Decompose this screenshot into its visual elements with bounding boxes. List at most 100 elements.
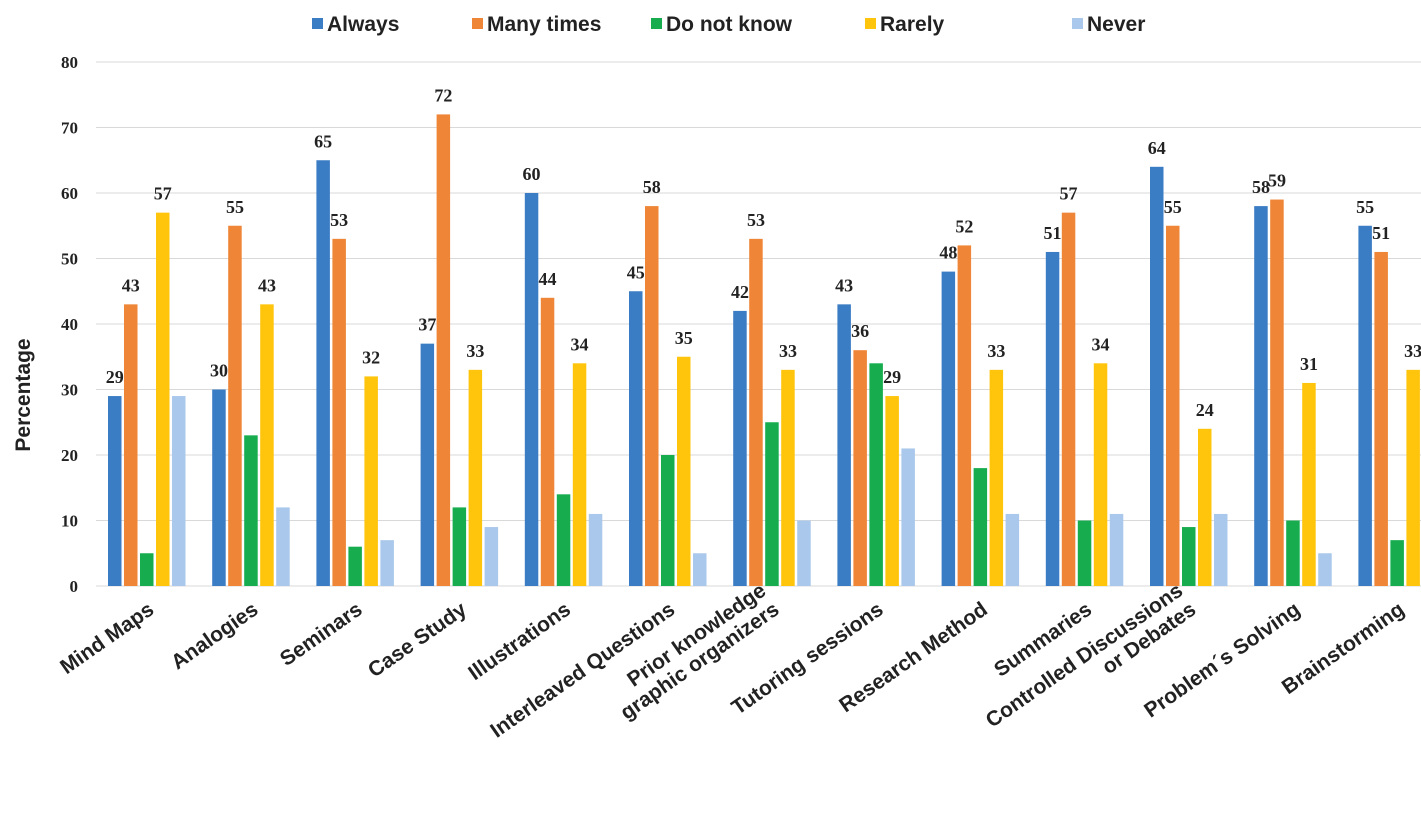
- bar: [140, 553, 154, 586]
- data-label: 43: [835, 275, 853, 295]
- data-label: 33: [987, 341, 1005, 361]
- legend-swatch: [312, 18, 323, 29]
- data-label: 33: [779, 341, 797, 361]
- data-label: 36: [851, 321, 869, 341]
- data-label: 58: [643, 177, 661, 197]
- bar: [588, 513, 603, 586]
- bar: [1270, 199, 1284, 587]
- bar: [260, 304, 274, 586]
- data-label: 59: [1268, 171, 1286, 191]
- data-label: 35: [675, 328, 693, 348]
- data-label: 24: [1196, 400, 1214, 420]
- data-labels: 29 43 57 30 55 43 65 53 32 37 72 33 60 44 34 45 58 35 42 53…: [106, 85, 1421, 419]
- bar: [629, 291, 643, 586]
- data-label: 44: [539, 269, 557, 289]
- y-tick-label: 80: [61, 53, 78, 72]
- x-tick-label: Seminars: [276, 598, 367, 671]
- bar: [901, 448, 915, 586]
- bar: [484, 527, 499, 586]
- bar: [276, 507, 290, 586]
- bar: [468, 369, 483, 586]
- bar: [420, 343, 435, 586]
- bar: [1318, 553, 1332, 586]
- data-label: 30: [210, 361, 228, 381]
- bar: [1302, 382, 1316, 586]
- data-label: 53: [747, 210, 765, 230]
- x-tick-label: Illustrations: [464, 598, 575, 685]
- data-label: 58: [1252, 177, 1270, 197]
- legend-entry: Always: [327, 13, 399, 36]
- legend-entry: Never: [1087, 13, 1145, 36]
- data-label: 57: [1060, 184, 1078, 204]
- bar: [661, 455, 675, 586]
- y-axis: Percentage 0 10 20 30 40 50 60 70 80: [12, 53, 78, 596]
- bar: [540, 297, 555, 586]
- data-label: 55: [226, 197, 244, 217]
- data-label: 43: [122, 275, 140, 295]
- x-tick-label-line: Analogies: [167, 598, 262, 674]
- data-label: 51: [1044, 223, 1062, 243]
- bar: [869, 363, 883, 586]
- bar: [1093, 363, 1108, 586]
- bar: [885, 396, 899, 586]
- bar: [172, 396, 186, 586]
- bar: [1061, 212, 1076, 586]
- legend-entry: Do not know: [666, 13, 793, 36]
- bar: [1109, 513, 1124, 586]
- data-label: 65: [314, 131, 332, 151]
- y-tick-label: 30: [61, 381, 78, 400]
- bar: [348, 546, 362, 586]
- legend-swatch: [472, 18, 483, 29]
- bar: [749, 238, 763, 586]
- bar: [1374, 251, 1388, 586]
- data-label: 34: [571, 334, 589, 354]
- bar: [941, 271, 956, 586]
- bar: [244, 435, 258, 586]
- legend-swatch: [1072, 18, 1083, 29]
- data-label: 55: [1356, 197, 1374, 217]
- bar: [1005, 513, 1020, 586]
- data-label: 51: [1372, 223, 1390, 243]
- x-tick-label: Case Study: [364, 598, 471, 683]
- bar: [645, 206, 659, 586]
- y-tick-label: 60: [61, 184, 78, 203]
- bar: [1045, 251, 1060, 586]
- bar: [436, 114, 451, 587]
- data-label: 53: [330, 210, 348, 230]
- bar: [1182, 527, 1196, 586]
- bar: [1198, 428, 1212, 586]
- data-label: 64: [1148, 138, 1166, 158]
- data-label: 33: [466, 341, 484, 361]
- bar: [156, 212, 170, 586]
- y-tick-label: 20: [61, 446, 78, 465]
- data-label: 45: [627, 262, 645, 282]
- bar: [1358, 225, 1372, 586]
- data-label: 55: [1164, 197, 1182, 217]
- bar: [572, 363, 587, 586]
- bar: [1286, 520, 1300, 586]
- x-tick-label-line: Illustrations: [464, 598, 575, 685]
- legend-entry: Rarely: [880, 13, 945, 36]
- y-axis-label: Percentage: [12, 338, 35, 451]
- bar: [212, 389, 226, 586]
- bar: [989, 369, 1004, 586]
- data-label: 34: [1092, 334, 1110, 354]
- bar: [837, 304, 851, 586]
- bar: [693, 553, 707, 586]
- x-tick-label: Analogies: [167, 598, 262, 674]
- y-tick-label: 0: [70, 577, 79, 596]
- x-tick-label-line: Seminars: [276, 598, 367, 671]
- x-tick-label: Mind Maps: [56, 598, 158, 679]
- x-tick-label-line: Case Study: [364, 598, 471, 683]
- bar: [765, 422, 779, 586]
- bar: [973, 468, 988, 586]
- bar: [124, 304, 138, 586]
- bar: [380, 540, 394, 586]
- bar: [332, 238, 346, 586]
- bar: [957, 245, 972, 586]
- x-tick-label-line: Mind Maps: [56, 598, 158, 679]
- data-label: 48: [939, 243, 957, 263]
- bar: [1390, 540, 1404, 586]
- data-label: 72: [434, 85, 452, 105]
